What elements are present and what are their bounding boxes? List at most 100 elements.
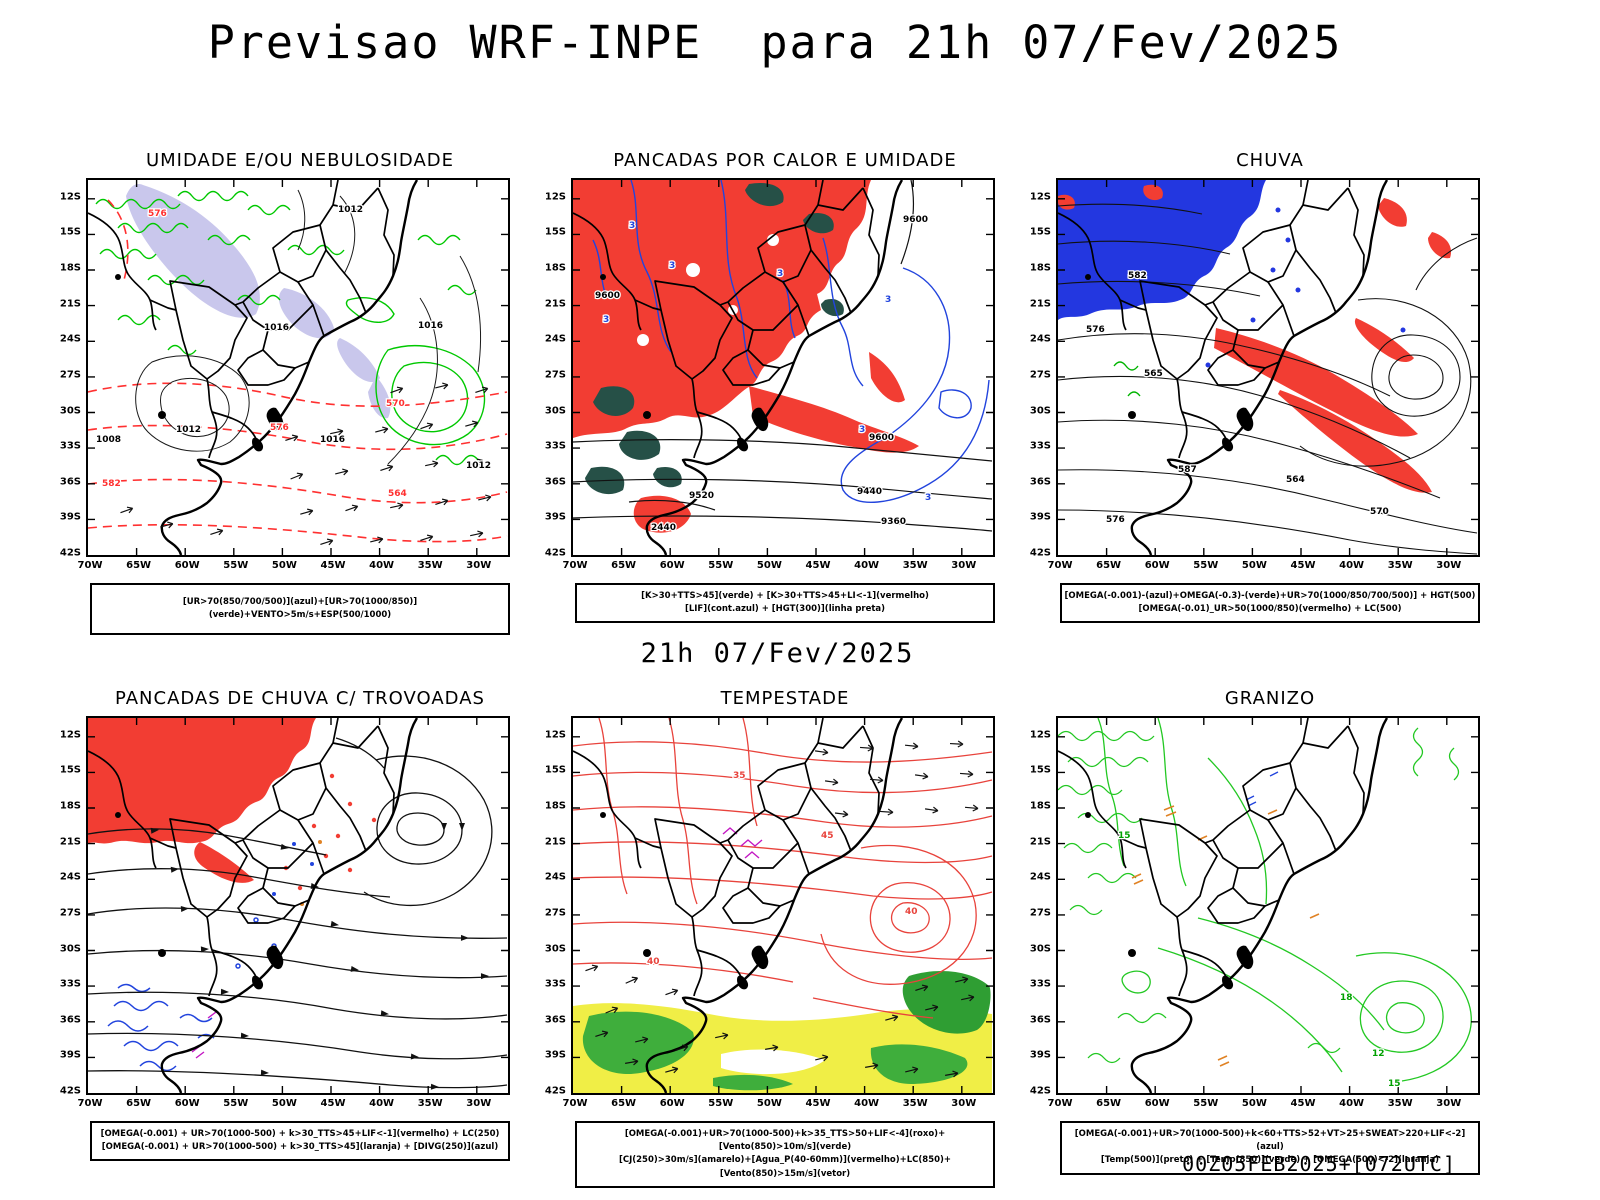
axis-tick-label: 30S xyxy=(544,943,566,954)
contour-label: 564 xyxy=(1286,475,1305,485)
wind-vector-arrows xyxy=(118,381,493,548)
contour-label: 12 xyxy=(1372,1049,1385,1059)
axis-tick-label: 18S xyxy=(544,262,566,274)
contour-label: 582 xyxy=(102,479,121,489)
lon-axis: 70W 65W 60W 55W 50W 45W 40W 35W 30W xyxy=(78,1095,510,1111)
axis-tick-label: 15S xyxy=(544,764,566,776)
axis-tick-label: 65W xyxy=(1096,1098,1122,1109)
panel-chuva: CHUVA 12S 15S 18S 21S 24S 27S 30S 33S 36S 39S 42S xyxy=(1026,150,1480,635)
axis-tick-label: 21S xyxy=(544,298,566,310)
panel-caption: [OMEGA(-0.001)+UR>70(1000-500)+k>35_TTS>… xyxy=(575,1121,995,1188)
axis-tick-label: 60W xyxy=(174,560,200,571)
yellow-gap xyxy=(721,1049,825,1075)
axis-tick-label: 21S xyxy=(544,836,566,848)
omega-green-marks xyxy=(1113,361,1141,397)
contour-label: 564 xyxy=(388,489,407,499)
contour-label: 1008 xyxy=(96,435,121,445)
axis-tick-label: 24S xyxy=(1029,871,1051,883)
axis-tick-label: 40W xyxy=(1339,1098,1365,1109)
red-shading-holes xyxy=(637,234,779,346)
axis-tick-label: 24S xyxy=(59,871,81,883)
lon-axis: 70W 65W 60W 55W 50W 45W 40W 35W 30W xyxy=(563,1095,995,1111)
map-chuva: 582 576 565 587 570 576 564 xyxy=(1056,178,1480,557)
axis-tick-label: 39S xyxy=(1029,1049,1051,1061)
axis-tick-label: 33S xyxy=(1029,440,1051,452)
axis-tick-label: 27S xyxy=(544,369,566,381)
contour-label: 1012 xyxy=(466,461,491,471)
axis-tick-label: 35W xyxy=(902,1098,928,1109)
axis-tick-label: 30S xyxy=(544,405,566,416)
contour-label: 1016 xyxy=(264,323,289,333)
axis-tick-label: 12S xyxy=(59,729,81,741)
map-svg-tempestade: 40 45 40 35 xyxy=(573,718,993,1093)
panel-title: TEMPESTADE xyxy=(720,688,850,709)
colored-speckles xyxy=(272,840,322,906)
axis-tick-label: 12S xyxy=(1029,191,1051,203)
axis-tick-label: 15S xyxy=(1029,764,1051,776)
axis-tick-label: 15S xyxy=(59,764,81,776)
axis-tick-label: 21S xyxy=(1029,298,1051,310)
axis-tick-label: 45W xyxy=(805,560,831,571)
contour-label: 3 xyxy=(777,269,783,279)
axis-tick-label: 27S xyxy=(59,369,81,381)
contour-label: 3 xyxy=(859,425,865,435)
caption-line: [OMEGA(-0.01)_UR>50(1000/850)(vermelho) … xyxy=(1138,604,1402,615)
panel-pancadas-calor: PANCADAS POR CALOR E UMIDADE 12S 15S 18S 21… xyxy=(541,150,995,635)
map-umidade: 1012 1016 1016 1012 1008 1016 1012 570 576 582 564… xyxy=(86,178,510,557)
contour-label: 1012 xyxy=(176,425,201,435)
panel-trovoadas: PANCADAS DE CHUVA C/ TROVOADAS 12S 15S 18S… xyxy=(56,688,510,1188)
axis-tick-label: 60W xyxy=(659,560,685,571)
axis-tick-label: 40W xyxy=(854,560,880,571)
axis-tick-label: 55W xyxy=(1193,1098,1219,1109)
axis-tick-label: 70W xyxy=(562,560,588,571)
contour-label: 576 xyxy=(148,209,167,219)
axis-tick-label: 40W xyxy=(369,1098,395,1109)
map-tempestade: 40 45 40 35 xyxy=(571,716,995,1095)
axis-tick-label: 18S xyxy=(59,800,81,812)
axis-tick-label: 60W xyxy=(659,1098,685,1109)
axis-tick-label: 35W xyxy=(417,560,443,571)
top-row: UMIDADE E/OU NEBULOSIDADE 12S 15S 18S 21S 24… xyxy=(56,150,1480,636)
map-svg-umidade: 1012 1016 1016 1012 1008 1016 1012 570 576 582 564… xyxy=(88,180,508,555)
streamlines-black xyxy=(88,737,508,1089)
contour-label: 45 xyxy=(821,831,834,841)
lat-axis: 12S 15S 18S 21S 24S 27S 30S 33S 36S 39S 42S xyxy=(541,178,571,558)
axis-tick-label: 50W xyxy=(756,560,782,571)
severe-magenta-marks xyxy=(722,827,763,859)
axis-tick-label: 36S xyxy=(59,1014,81,1026)
panel-umidade: UMIDADE E/OU NEBULOSIDADE 12S 15S 18S 21S 24… xyxy=(56,150,510,636)
omega-orange-marks xyxy=(1131,805,1320,1067)
axis-tick-label: 42S xyxy=(1029,547,1051,559)
axis-tick-label: 70W xyxy=(1047,1098,1073,1109)
axis-tick-label: 15S xyxy=(1029,226,1051,238)
map-svg-chuva: 582 576 565 587 570 576 564 xyxy=(1058,180,1478,555)
panel-tempestade: TEMPESTADE 12S 15S 18S 21S 24S 27S 30S 33S 36S 39… xyxy=(541,688,995,1188)
axis-tick-label: 24S xyxy=(544,333,566,345)
axis-tick-label: 27S xyxy=(59,907,81,919)
omega-blue-shading xyxy=(1058,180,1406,368)
contour-label: 582 xyxy=(1128,271,1147,281)
axis-tick-label: 21S xyxy=(1029,836,1051,848)
panel-title: GRANIZO xyxy=(1224,688,1316,709)
axis-tick-label: 33S xyxy=(544,978,566,990)
contour-labels: 40 45 40 35 xyxy=(646,770,919,969)
lon-axis: 70W 65W 60W 55W 50W 45W 40W 35W 30W xyxy=(563,557,995,573)
basemap xyxy=(1058,718,1478,1093)
axis-tick-label: 30W xyxy=(466,1098,492,1109)
contour-label: 1012 xyxy=(338,205,363,215)
axis-tick-label: 36S xyxy=(59,476,81,488)
axis-tick-label: 55W xyxy=(708,1098,734,1109)
valid-time: 21h 07/Fev/2025 xyxy=(640,638,915,669)
bottom-row: PANCADAS DE CHUVA C/ TROVOADAS 12S 15S 18S… xyxy=(56,688,1480,1188)
axis-tick-label: 55W xyxy=(1193,560,1219,571)
caption-line: [K>30+TTS>45](verde) + [K>30+TTS>45+LI<-… xyxy=(641,591,929,601)
axis-tick-label: 15S xyxy=(544,226,566,238)
axis-tick-label: 55W xyxy=(708,560,734,571)
storm-red-contours xyxy=(573,718,993,1019)
axis-tick-label: 18S xyxy=(59,262,81,274)
contour-labels: 12 15 18 15 xyxy=(1117,830,1402,1091)
axis-tick-label: 27S xyxy=(544,907,566,919)
contour-label: 3 xyxy=(669,261,675,271)
storm-red-shading xyxy=(88,718,377,891)
axis-tick-label: 60W xyxy=(1144,1098,1170,1109)
